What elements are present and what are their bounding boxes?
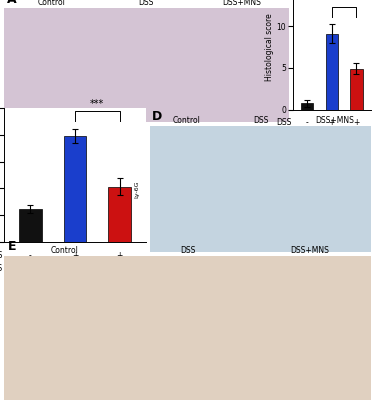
Text: DSS+MNS: DSS+MNS [291, 246, 329, 254]
Text: +: + [353, 131, 360, 140]
Text: -: - [330, 131, 333, 140]
Text: DSS+MNS: DSS+MNS [315, 116, 354, 125]
Bar [326, 34, 338, 110]
Text: A: A [7, 0, 16, 6]
Text: Control: Control [37, 0, 65, 7]
Text: ***: *** [90, 99, 104, 109]
Text: -: - [74, 264, 76, 273]
Text: DSS: DSS [139, 0, 154, 7]
Y-axis label: Histological score: Histological score [265, 13, 274, 81]
Text: Ly-6G: Ly-6G [134, 180, 139, 198]
Text: +: + [353, 118, 360, 127]
Text: -: - [29, 251, 32, 260]
Bar [64, 136, 86, 242]
Text: DSS: DSS [180, 246, 195, 254]
Text: -: - [29, 264, 32, 273]
Bar [20, 209, 42, 242]
Text: +: + [116, 264, 123, 273]
Text: -: - [306, 131, 309, 140]
Text: +: + [116, 251, 123, 260]
Text: DSS: DSS [253, 116, 268, 125]
Text: DSS: DSS [0, 251, 3, 260]
Bar [350, 69, 363, 110]
Text: Control: Control [51, 246, 79, 254]
Text: DSS+MNS: DSS+MNS [222, 0, 261, 7]
Text: -: - [306, 118, 309, 127]
Bar [108, 187, 130, 242]
Text: ***: *** [337, 0, 351, 6]
Text: MNS: MNS [0, 264, 3, 273]
Text: DSS: DSS [277, 118, 292, 127]
Text: Control: Control [173, 116, 201, 125]
Bar [301, 103, 313, 110]
Text: D: D [152, 110, 162, 124]
Text: +: + [328, 118, 335, 127]
Text: MNS: MNS [275, 131, 292, 140]
Text: E: E [8, 240, 16, 253]
Text: +: + [72, 251, 78, 260]
